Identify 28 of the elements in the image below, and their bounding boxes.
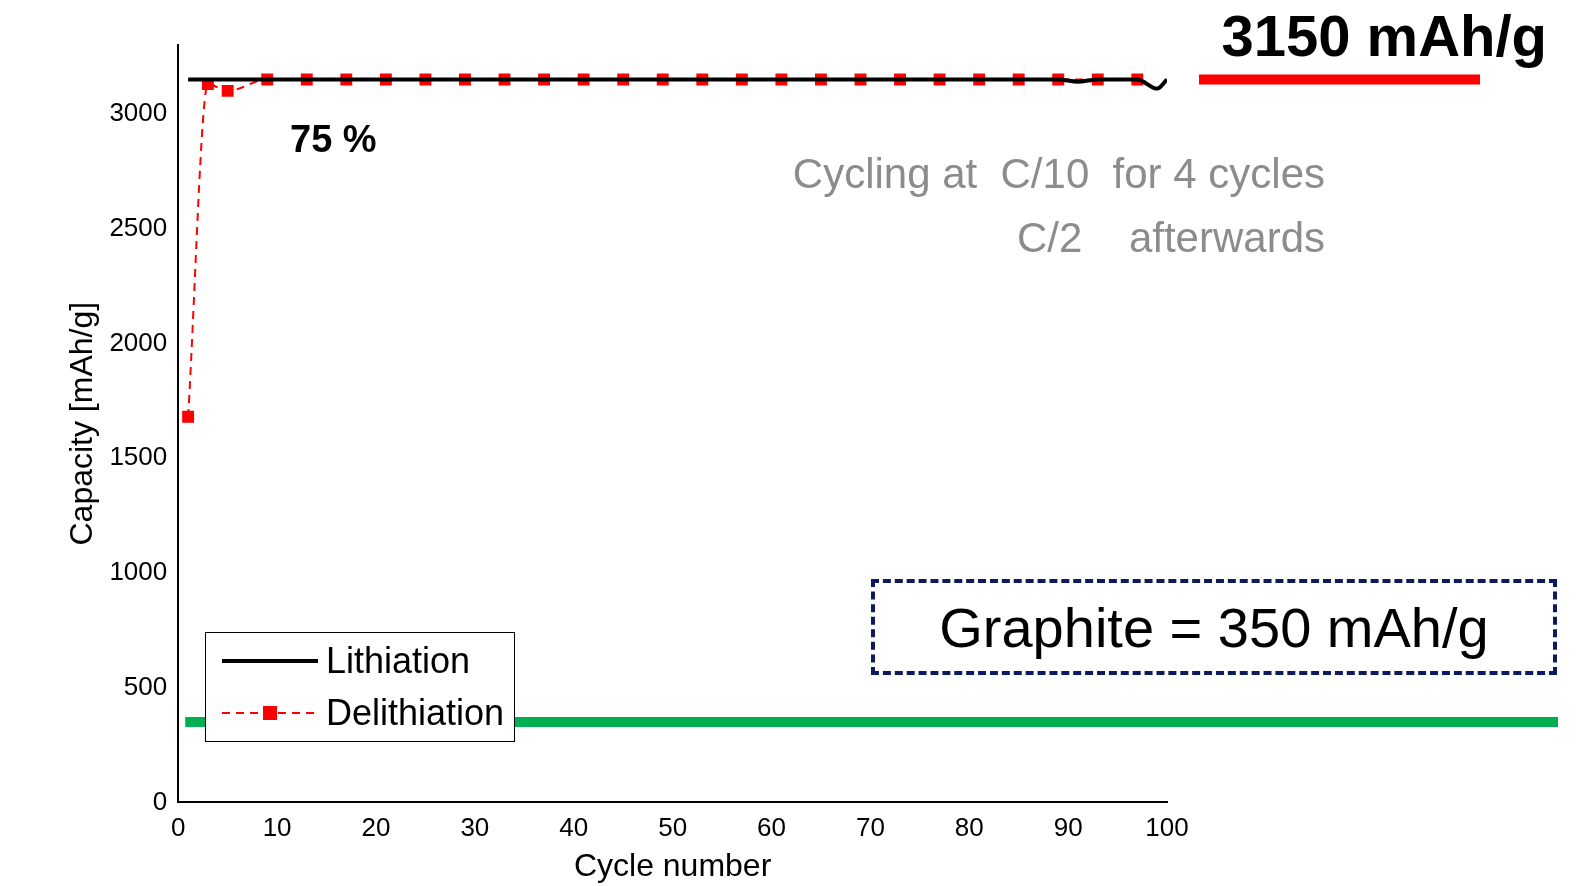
x-tick-label: 20 xyxy=(361,812,391,843)
x-tick-label: 90 xyxy=(1053,812,1083,843)
ref-line-label: Graphite = 350 mAh/g xyxy=(871,579,1557,675)
x-tick-label: 100 xyxy=(1145,812,1189,843)
annotation: C/2 afterwards xyxy=(1016,214,1325,262)
legend-label: Lithiation xyxy=(326,640,471,682)
annotation: Cycling at C/10 for 4 cycles xyxy=(792,150,1325,198)
x-tick-label: 50 xyxy=(658,812,688,843)
point xyxy=(182,410,195,423)
ref-line-label: 3150 mAh/g xyxy=(1221,2,1547,69)
annotation: 75 % xyxy=(290,118,377,161)
x-tick-label: 10 xyxy=(262,812,292,843)
legend-label: Delithiation xyxy=(326,692,505,734)
y-tick-label: 2000 xyxy=(109,326,168,357)
x-tick-label: 30 xyxy=(460,812,490,843)
y-tick-label: 500 xyxy=(123,670,168,701)
x-axis-title: Cycle number xyxy=(573,846,772,883)
x-tick-label: 80 xyxy=(954,812,984,843)
y-tick-label: 1500 xyxy=(109,441,168,472)
x-tick-label: 60 xyxy=(757,812,786,843)
y-tick-label: 3000 xyxy=(109,97,168,128)
y-tick-label: 0 xyxy=(152,785,168,816)
x-tick-label: 70 xyxy=(855,812,885,843)
y-tick-label: 1000 xyxy=(109,556,168,587)
x-tick-label: 40 xyxy=(559,812,589,843)
y-tick-label: 2500 xyxy=(109,211,168,242)
y-axis-title: Capacity [mAh/g] xyxy=(63,301,100,546)
point xyxy=(221,84,234,97)
